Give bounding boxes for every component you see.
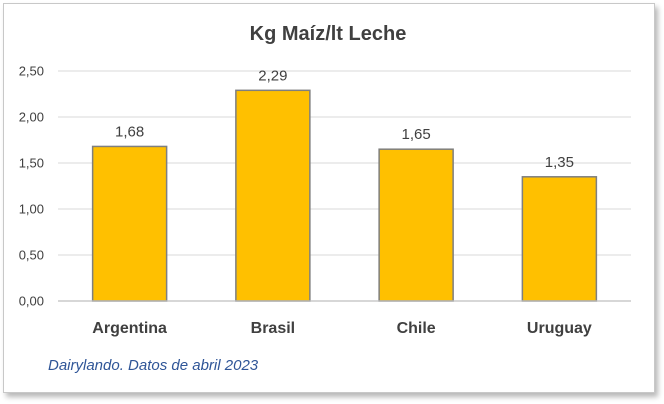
bar-argentina <box>91 145 168 302</box>
x-tick-label-argentina: Argentina <box>92 320 167 337</box>
y-tick-label: 0,50 <box>19 248 44 263</box>
y-tick-label: 1,00 <box>19 202 44 217</box>
x-tick-label-uruguay: Uruguay <box>527 320 592 337</box>
source-note: Dairylando. Datos de abril 2023 <box>48 357 259 374</box>
bars <box>91 89 598 302</box>
y-tick-label: 2,00 <box>19 110 44 125</box>
data-label-brasil: 2,29 <box>258 67 287 84</box>
x-tick-label-brasil: Brasil <box>251 320 295 337</box>
x-tick-label-chile: Chile <box>397 320 436 337</box>
chart-title: Kg Maíz/lt Leche <box>250 23 407 45</box>
x-axis-ticks: Argentina Brasil Chile Uruguay <box>92 320 592 337</box>
data-label-chile: 1,65 <box>402 126 431 143</box>
data-label-uruguay: 1,35 <box>545 154 574 171</box>
y-tick-label: 2,50 <box>19 64 44 79</box>
y-tick-label: 1,50 <box>19 156 44 171</box>
bar-chile <box>378 148 454 302</box>
bar-brasil <box>235 89 311 302</box>
bar-uruguay <box>521 176 598 302</box>
data-label-argentina: 1,68 <box>115 123 144 140</box>
y-axis-ticks: 0,00 0,50 1,00 1,50 2,00 2,50 <box>19 64 44 309</box>
data-labels: 1,68 2,29 1,65 1,35 <box>115 67 574 170</box>
y-tick-label: 0,00 <box>19 294 44 309</box>
